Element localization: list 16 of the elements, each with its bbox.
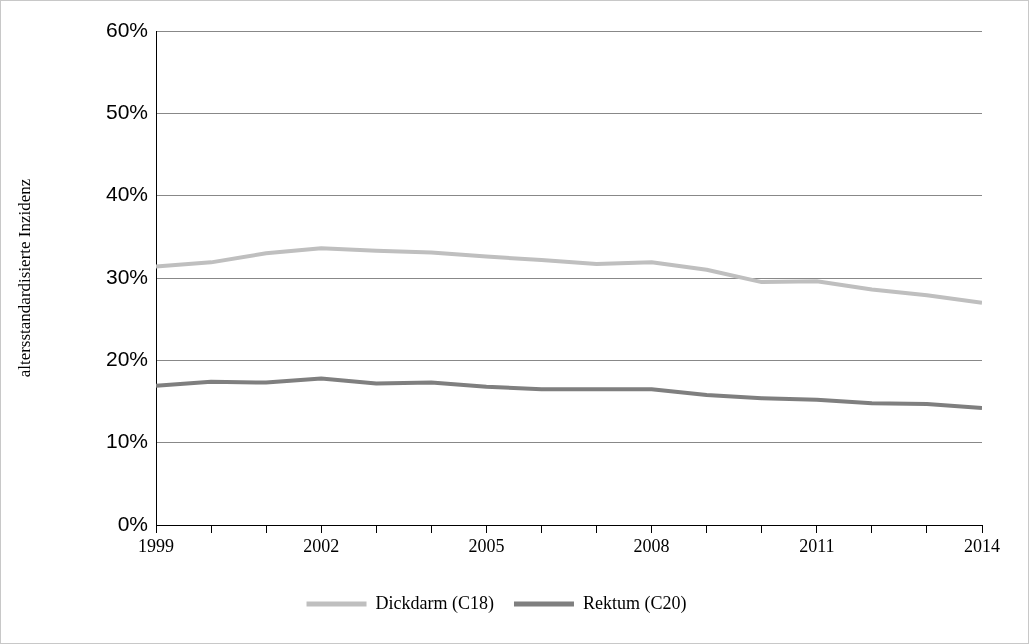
x-tick-label: 2014 [964,535,1000,556]
y-tick-label: 10% [105,429,148,453]
y-tick-label: 0% [117,511,148,535]
y-tick-label: 40% [105,182,148,206]
y-tick-label: 30% [105,264,148,288]
y-tick-label: 60% [105,17,148,41]
x-tick-label: 1999 [138,535,174,556]
x-tick-label: 2008 [633,535,670,556]
x-tick-label: 2002 [303,535,340,556]
x-tick-label: 2005 [468,535,505,556]
legend-label: Dickdarm (C18) [375,592,494,614]
x-tick-label: 2011 [799,535,835,556]
legend-label: Rektum (C20) [582,592,687,614]
y-axis-title: altersstandardisierte Inzidenz [14,178,34,378]
y-tick-label: 20% [105,347,148,371]
y-tick-label: 50% [105,100,148,124]
